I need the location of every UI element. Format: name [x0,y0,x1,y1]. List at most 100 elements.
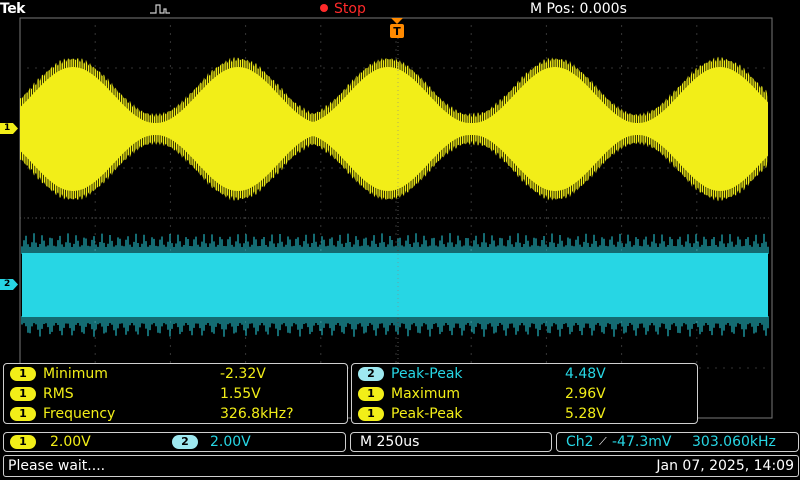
grid-dot [545,233,547,235]
grid-dot [123,67,125,69]
grid-dot [470,177,472,179]
grid-dot [320,153,322,155]
grid-dot [315,67,317,69]
grid-dot [169,41,171,43]
grid-dot [696,249,698,251]
grid-dot [483,167,485,169]
channel-badge: 1 [10,407,36,421]
grid-dot [245,209,247,211]
grid-dot [643,167,645,169]
grid-dot [211,67,213,69]
channel-badge: 1 [358,387,384,401]
grid-dot [169,201,171,203]
grid-dot [470,105,472,107]
grid-dot [320,185,322,187]
grid-dot [523,67,525,69]
top-status-bar: Tek Stop M Pos: 0.000s [0,0,800,18]
trigger-readout[interactable]: Ch2 ⟋ -47.3mV 303.060kHz [556,432,799,452]
grid-dot [339,167,341,169]
grid-dot [499,167,501,169]
ch1-ground-marker[interactable]: 1 [0,123,18,134]
ch1-waveform-core [20,67,768,191]
grid-dot [470,81,472,83]
grid-dot [320,89,322,91]
grid-dot [283,167,285,169]
grid-dot [470,225,472,227]
measurement-value: 1.55V [220,386,261,402]
grid-dot [696,345,698,347]
grid-dot [621,161,623,163]
measurement-value: 2.96V [565,386,606,402]
ch2-ground-marker[interactable]: 2 [0,279,18,290]
grid-dot [763,67,765,69]
grid-dot [320,25,322,27]
grid-dot [470,145,472,147]
grid-dot [94,249,96,251]
grid-dot [395,225,397,227]
grid-dot [395,353,397,355]
grid-dot [621,337,623,339]
grid-dot [395,361,397,363]
grid-dot [169,353,171,355]
grid-dot [696,65,698,67]
grid-dot [320,177,322,179]
grid-dot [651,167,653,169]
grid-dot [395,201,397,203]
grid-dot [635,167,637,169]
grid-dot [545,217,547,219]
grid-dot [470,169,472,171]
grid-dot [395,337,397,339]
grid-dot [169,105,171,107]
grid-dot [147,67,149,69]
grid-dot [696,233,698,235]
grid-dot [621,361,623,363]
grid-dot [320,321,322,323]
measurements-panel-left: 1 Minimum -2.32V 1 RMS 1.55V 1 Frequency… [3,363,348,424]
grid-dot [696,57,698,59]
grid-dot [131,167,133,169]
grid-dot [169,361,171,363]
grid-dot [470,329,472,331]
grid-dot [659,167,661,169]
ch2-waveform [22,253,768,317]
timebase-readout[interactable]: M 250us [350,432,552,452]
grid-dot [621,345,623,347]
grid-dot [275,67,277,69]
grid-dot [94,353,96,355]
grid-dot [621,81,623,83]
grid-dot [621,97,623,99]
grid-dot [94,57,96,59]
vertical-scale-readout[interactable]: 1 2.00V 2 2.00V [3,432,346,452]
grid-dot [579,67,581,69]
grid-dot [331,67,333,69]
channel-badge: 1 [10,387,36,401]
grid-dot [707,367,709,369]
grid-dot [451,67,453,69]
grid-dot [763,367,765,369]
grid-dot [320,57,322,59]
grid-dot [545,345,547,347]
grid-dot [320,49,322,51]
grid-dot [470,65,472,67]
grid-dot [621,209,623,211]
run-state-indicator[interactable]: Stop [320,0,366,18]
grid-dot [245,201,247,203]
grid-dot [94,329,96,331]
grid-dot [94,209,96,211]
grid-dot [587,67,589,69]
grid-dot [470,209,472,211]
trigger-position-marker[interactable]: T [390,18,404,38]
grid-dot [627,67,629,69]
grid-dot [470,73,472,75]
grid-dot [169,65,171,67]
grid-dot [320,193,322,195]
grid-dot [320,81,322,83]
grid-dot [283,67,285,69]
grid-dot [203,67,205,69]
grid-dot [545,25,547,27]
grid-dot [459,67,461,69]
grid-dot [621,329,623,331]
grid-dot [347,367,349,369]
grid-dot [470,361,472,363]
